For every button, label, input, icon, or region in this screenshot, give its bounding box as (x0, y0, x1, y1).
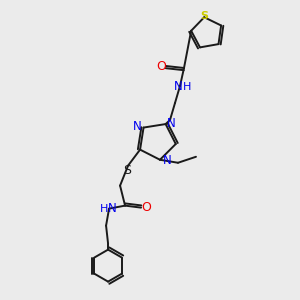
Text: H: H (183, 82, 191, 92)
Text: N: N (133, 120, 142, 133)
Text: H: H (100, 204, 108, 214)
Text: O: O (141, 201, 151, 214)
Text: N: N (108, 202, 116, 215)
Text: N: N (167, 117, 176, 130)
Text: N: N (174, 80, 182, 94)
Text: S: S (123, 164, 131, 177)
Text: N: N (163, 154, 171, 167)
Text: O: O (156, 59, 166, 73)
Text: S: S (200, 11, 208, 21)
